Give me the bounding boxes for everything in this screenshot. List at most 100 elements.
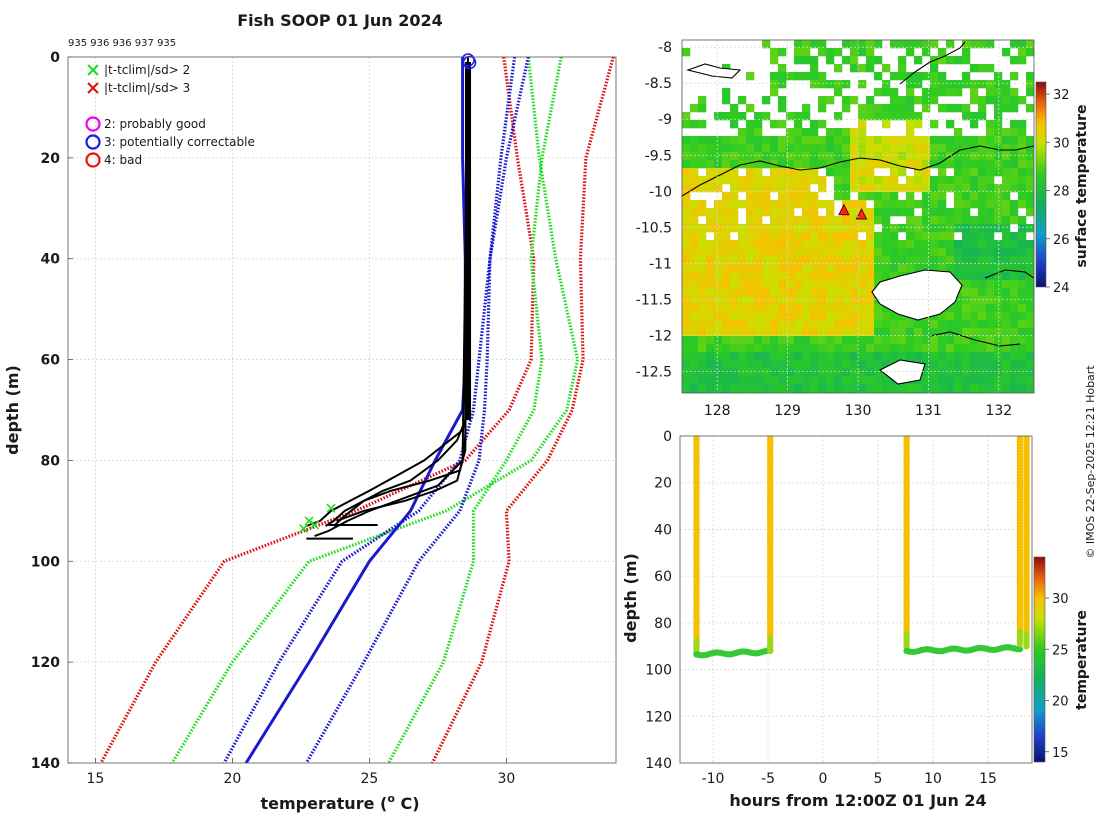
legend-item: 4: bad <box>85 152 142 168</box>
td-ytick-label: 100 <box>645 663 672 679</box>
map-ytick-label: -11.5 <box>636 292 672 308</box>
map-grid <box>682 40 1034 393</box>
sd2-flag-marker <box>304 516 314 526</box>
profile-top-label: 935 936 936 937 935 <box>68 38 176 49</box>
profile-ytick-label: 0 <box>50 50 60 66</box>
station-triangle-icon <box>855 207 868 220</box>
temperature-cb-tick-label: 25 <box>1052 643 1069 658</box>
profile-ytick-label: 120 <box>31 655 60 671</box>
sst-map-panel: 128 129 130 131 132 -8 -8.5 -9 -9.5 -10 -10.5 -11 -1… <box>636 39 1090 419</box>
legend-circle-icon <box>85 134 101 150</box>
sst-colorbar-label: surface temperature <box>1074 104 1090 267</box>
sst-cb-tick-label: 28 <box>1053 185 1070 200</box>
map-xtick-label: 131 <box>915 403 942 419</box>
profile-xtick-label: 15 <box>86 771 104 787</box>
sst-colorbar-ticks: 24 26 28 30 32 <box>1046 88 1070 296</box>
legend-label: 2: probably good <box>104 117 206 131</box>
legend-circle-icon <box>85 116 101 132</box>
profile-xtick-label: 20 <box>223 771 241 787</box>
sst-cb-tick-label: 30 <box>1053 136 1070 151</box>
sst-colorbar <box>1035 81 1047 288</box>
td-ytick-label: 40 <box>654 522 672 538</box>
map-ytick-label: -10.5 <box>636 220 672 236</box>
legend-label: 4: bad <box>104 153 142 167</box>
td-grid <box>680 435 1032 764</box>
td-ytick-label: 80 <box>654 616 672 632</box>
profile-legend: |t-tclim|/sd> 2 |t-tclim|/sd> 3 2: probabl… <box>85 63 255 168</box>
legend-x-icon <box>87 64 99 76</box>
temperature-colorbar-ticks: 15 20 25 30 <box>1045 592 1069 761</box>
profile-xtick-label: 25 <box>360 771 378 787</box>
td-xtick-label: 15 <box>979 771 997 787</box>
td-xtick-label: 0 <box>819 771 828 787</box>
profile-line-clim-mean <box>244 57 467 763</box>
legend-label: |t-tclim|/sd> 2 <box>104 63 190 77</box>
profile-ytick-label: 20 <box>41 151 61 167</box>
legend-label: |t-tclim|/sd> 3 <box>104 81 190 95</box>
profile-line-clim-2sd <box>387 57 563 763</box>
profile-flags <box>299 53 477 534</box>
td-ytick-label: 120 <box>645 709 672 725</box>
legend-x-icon <box>87 82 99 94</box>
profile-series <box>99 57 615 763</box>
profile-frame <box>67 56 617 764</box>
map-ytick-label: -9 <box>658 112 672 128</box>
map-xtick-label: 129 <box>774 403 801 419</box>
legend-item: 2: probably good <box>85 116 206 132</box>
td-xtick-label: 5 <box>874 771 883 787</box>
coastline <box>682 41 1034 385</box>
sst-cb-tick-label: 32 <box>1053 88 1070 103</box>
sst-map-field <box>682 40 1034 393</box>
td-ytick-label: 140 <box>645 756 672 772</box>
map-xtick-label: 130 <box>845 403 872 419</box>
temperature-cb-tick-label: 15 <box>1052 746 1069 761</box>
td-cast-point <box>903 643 910 650</box>
td-ytick-label: 0 <box>663 429 672 445</box>
time-depth-panel: -10 -5 0 5 10 15 0 20 40 60 80 100 120 140 hours from… <box>621 429 1090 810</box>
map-frame <box>681 39 1035 394</box>
td-ytick-label: 60 <box>654 569 672 585</box>
temperature-colorbar <box>1033 556 1046 763</box>
profile-ytick-label: 60 <box>41 353 61 369</box>
map-ytick-label: -12 <box>649 328 672 344</box>
profile-ylabel: depth (m) <box>3 365 22 455</box>
profile-line-obs-4 <box>325 57 469 527</box>
td-ylabel: depth (m) <box>621 553 640 643</box>
map-xtick-label: 128 <box>704 403 731 419</box>
figure-title: Fish SOOP 01 Jun 2024 <box>237 11 443 30</box>
td-points <box>693 436 1030 659</box>
sd2-flag-marker <box>326 503 336 513</box>
profile-ytick-label: 80 <box>41 453 61 469</box>
map-ytick-label: -12.5 <box>636 364 672 380</box>
profile-ytick-label: 100 <box>31 554 60 570</box>
legend-item: |t-tclim|/sd> 3 <box>87 81 190 95</box>
profile-line-clim-3sd <box>99 57 536 763</box>
station-triangle-icon <box>838 203 850 216</box>
profile-line-obs-3 <box>314 57 469 538</box>
map-ytick-label: -11 <box>649 256 672 272</box>
profile-ytick-label: 40 <box>41 252 61 268</box>
map-stations <box>838 203 868 220</box>
profile-line-obs-2 <box>333 57 469 527</box>
td-cast-point <box>1023 643 1030 650</box>
td-xtick-label: -10 <box>702 771 725 787</box>
map-ytick-label: -9.5 <box>645 148 672 164</box>
map-xtick-label: 132 <box>985 403 1012 419</box>
temperature-colorbar-label: temperature <box>1074 610 1090 710</box>
profile-ytick-label: 140 <box>31 756 60 772</box>
temperature-cb-tick-label: 30 <box>1052 592 1069 607</box>
temperature-cb-tick-label: 20 <box>1052 695 1069 710</box>
profile-xtick-label: 30 <box>497 771 515 787</box>
profile-line-clim-1sd <box>222 57 530 763</box>
legend-item: 3: potentially correctable <box>85 134 255 150</box>
td-ticks: -10 -5 0 5 10 15 0 20 40 60 80 100 120 140 <box>645 429 997 787</box>
td-frame <box>679 435 1033 764</box>
legend-label: 3: potentially correctable <box>104 135 255 149</box>
profile-line-clim-1sd <box>305 57 517 763</box>
td-xtick-label: 10 <box>924 771 942 787</box>
legend-circle-icon <box>85 152 101 168</box>
map-ytick-label: -8 <box>658 40 672 56</box>
td-cast-point <box>767 647 774 655</box>
sst-cb-tick-label: 24 <box>1053 281 1070 296</box>
